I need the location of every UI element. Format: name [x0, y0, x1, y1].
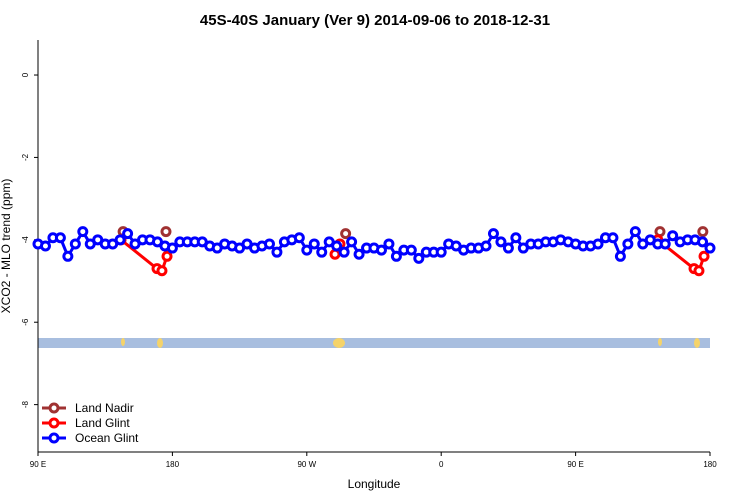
point [667, 230, 679, 242]
land-ocean-strip [38, 338, 710, 348]
point [375, 244, 387, 256]
point [160, 226, 172, 238]
x-tick-label: 180 [703, 460, 717, 469]
y-tick-label: -8 [21, 401, 30, 409]
point [54, 232, 66, 244]
legend-label: Ocean Glint [75, 431, 139, 445]
point [338, 246, 350, 258]
point [607, 232, 619, 244]
point [122, 228, 134, 240]
point [308, 238, 320, 250]
point [614, 250, 626, 262]
point [293, 232, 305, 244]
y-axis-label: XCO2 - MLO trend (ppm) [0, 179, 13, 314]
point [62, 250, 74, 262]
y-tick-label: -6 [21, 318, 30, 326]
point [480, 240, 492, 252]
x-axis-label: Longitude [348, 477, 401, 491]
point [346, 236, 358, 248]
point [495, 236, 507, 248]
point [69, 238, 81, 250]
land-spot [694, 338, 700, 348]
point [413, 252, 425, 264]
point [353, 248, 365, 260]
point [156, 265, 168, 277]
legend-label: Land Glint [75, 416, 130, 430]
point [697, 226, 709, 238]
chart-title: 45S-40S January (Ver 9) 2014-09-06 to 20… [200, 12, 550, 29]
point [698, 250, 710, 262]
point [316, 246, 328, 258]
point [331, 240, 343, 252]
y-tick-label: -4 [21, 236, 30, 244]
point [340, 228, 352, 240]
y-tick-label: -2 [21, 153, 30, 161]
x-tick-label: 0 [439, 460, 444, 469]
land-spot [157, 338, 163, 348]
point [390, 250, 402, 262]
point [301, 244, 313, 256]
legend-marker [48, 417, 60, 429]
point [39, 240, 51, 252]
land-spot [121, 338, 125, 346]
point [435, 246, 447, 258]
point [405, 244, 417, 256]
point [161, 250, 173, 262]
point [510, 232, 522, 244]
point [622, 238, 634, 250]
legend-marker [48, 402, 60, 414]
point [693, 265, 705, 277]
x-tick-label: 90 W [297, 460, 316, 469]
legend-marker [48, 432, 60, 444]
x-tick-label: 90 E [30, 460, 46, 469]
x-tick-label: 90 E [567, 460, 583, 469]
x-tick-label: 180 [166, 460, 180, 469]
point [704, 242, 716, 254]
point [114, 234, 126, 246]
land-spot [658, 338, 662, 346]
point [263, 238, 275, 250]
land-spot [333, 338, 345, 348]
point [271, 246, 283, 258]
point [592, 238, 604, 250]
point [383, 238, 395, 250]
point [329, 248, 341, 260]
point [77, 226, 89, 238]
point [629, 226, 641, 238]
point [659, 238, 671, 250]
ocean-band [38, 338, 710, 348]
point [166, 242, 178, 254]
y-tick-label: 0 [21, 72, 30, 77]
point [697, 236, 709, 248]
point [502, 242, 514, 254]
legend-label: Land Nadir [75, 401, 134, 415]
point [487, 228, 499, 240]
